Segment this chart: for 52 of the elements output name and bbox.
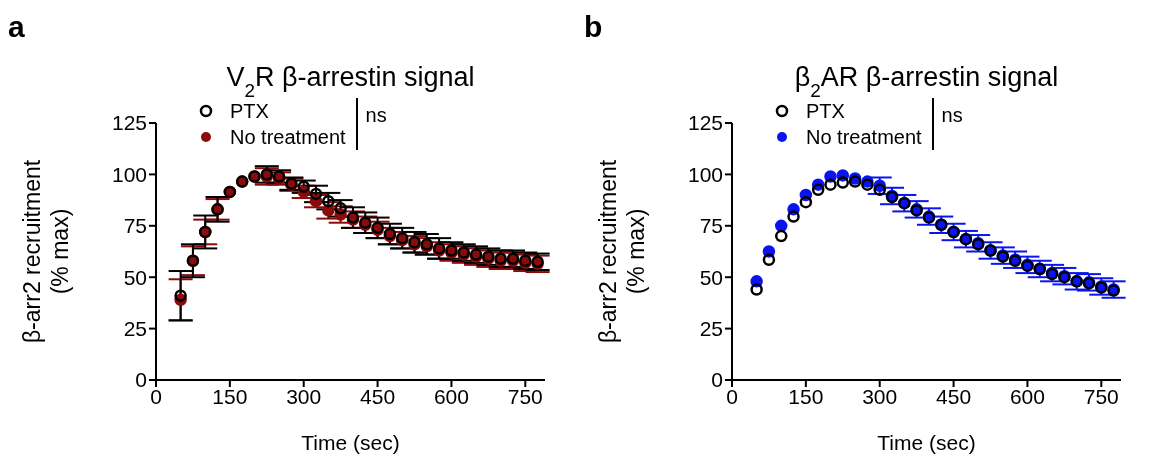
point: [824, 178, 837, 191]
x-tick-label: 750: [507, 384, 543, 408]
y-tick-label: 50: [699, 265, 723, 289]
y-tick-label: 125: [687, 111, 723, 135]
legend-label: No treatment: [230, 125, 346, 150]
legend-label: PTX: [806, 99, 845, 124]
x-axis-title: Time (sec): [301, 431, 400, 454]
x-tick-label: 450: [360, 384, 396, 408]
x-tick-label: 150: [788, 384, 824, 408]
text: a: [8, 10, 25, 44]
x-tick-label: 450: [936, 384, 972, 408]
x-tick-label: 600: [433, 384, 469, 408]
point: [762, 253, 776, 266]
x-tick-label: 750: [1083, 384, 1119, 408]
annotation: ns: [365, 103, 387, 128]
x-tick-label: 300: [286, 384, 322, 408]
point: [774, 229, 788, 243]
legend-label: PTX: [230, 99, 269, 124]
x-tick-label: 0: [726, 384, 738, 408]
point: [334, 202, 347, 215]
point: [174, 289, 187, 302]
y-tick-label: 75: [123, 214, 147, 238]
point: [774, 219, 788, 233]
y-axis-title: β-arr2 recruitment (% max): [595, 159, 649, 344]
x-tick-label: 600: [1009, 384, 1045, 408]
y-axis-title: β-arr2 recruitment (% max): [19, 159, 73, 344]
point: [836, 176, 850, 189]
chart-title: β$_{2}$AR β-arrestin signal: [794, 62, 1059, 101]
y-tick-label: 25: [123, 317, 147, 341]
point: [811, 183, 825, 197]
y-tick-label: 75: [699, 214, 723, 238]
point: [873, 183, 886, 197]
x-axis-title: Time (sec): [877, 431, 976, 454]
chart-title: V$_{2}$R β-arrestin signal: [226, 62, 475, 101]
point: [309, 187, 323, 201]
point: [322, 194, 335, 208]
point: [799, 195, 813, 209]
y-tick-label: 50: [123, 265, 147, 289]
legend-label: No treatment: [806, 125, 922, 150]
y-tick-label: 0: [711, 368, 723, 392]
annotation: ns: [941, 103, 963, 128]
y-tick-label: 100: [111, 162, 147, 186]
point: [787, 210, 800, 223]
x-tick-label: 150: [212, 384, 248, 408]
x-tick-label: 0: [150, 384, 162, 408]
y-tick-label: 125: [111, 111, 147, 135]
text: b: [584, 10, 603, 44]
y-tick-label: 0: [135, 368, 147, 392]
point: [750, 283, 763, 296]
y-tick-label: 25: [699, 317, 723, 341]
y-tick-label: 100: [687, 162, 723, 186]
x-tick-label: 300: [862, 384, 898, 408]
